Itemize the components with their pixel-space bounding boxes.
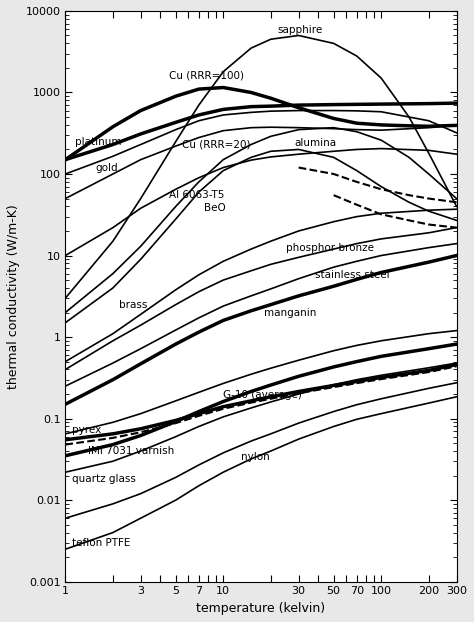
- Text: brass: brass: [119, 300, 148, 310]
- Text: IMI 7031 varnish: IMI 7031 varnish: [89, 446, 175, 456]
- Text: stainless steel: stainless steel: [315, 270, 390, 280]
- Text: nylon: nylon: [241, 452, 270, 462]
- Text: BeO: BeO: [203, 203, 225, 213]
- Text: gold: gold: [95, 162, 118, 172]
- Text: Cu (RRR=20): Cu (RRR=20): [182, 139, 251, 149]
- Text: phosphor bronze: phosphor bronze: [286, 243, 374, 253]
- Text: G-10 (average): G-10 (average): [223, 390, 302, 400]
- Text: platinum: platinum: [75, 137, 121, 147]
- Text: Al 6063-T5: Al 6063-T5: [169, 190, 224, 200]
- Text: teflon PTFE: teflon PTFE: [72, 538, 130, 548]
- Text: pyrex: pyrex: [72, 425, 101, 435]
- X-axis label: temperature (kelvin): temperature (kelvin): [196, 602, 326, 615]
- Text: Cu (RRR=100): Cu (RRR=100): [169, 71, 244, 81]
- Text: sapphire: sapphire: [277, 26, 323, 35]
- Text: manganin: manganin: [264, 307, 316, 317]
- Text: quartz glass: quartz glass: [72, 475, 136, 485]
- Text: alumina: alumina: [294, 138, 336, 148]
- Y-axis label: thermal conductivity (W/m-K): thermal conductivity (W/m-K): [7, 204, 20, 389]
